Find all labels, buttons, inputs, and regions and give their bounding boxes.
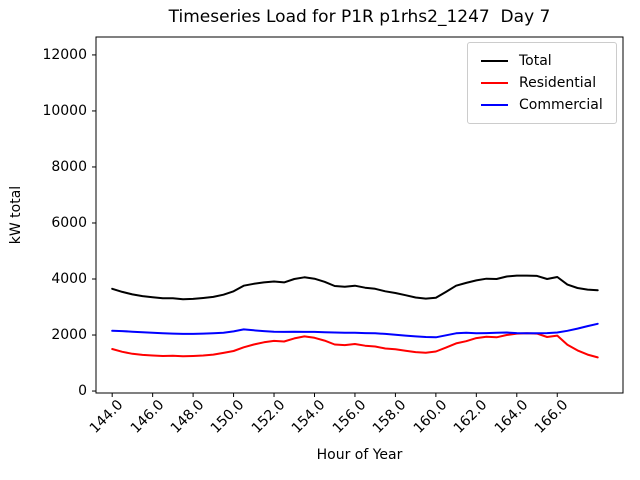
legend-label-total: Total [519,53,552,69]
residential-line-swatch [481,82,508,84]
y-tick-label: 8000 [51,158,87,175]
commercial-line-swatch [481,104,508,106]
y-tick-label: 0 [78,383,87,400]
legend-row-commercial: Commercial [468,94,616,116]
y-tick-label: 10000 [42,102,87,119]
legend-label-residential: Residential [519,75,597,91]
chart-title: Timeseries Load for P1R p1rhs2_1247 Day … [168,7,551,27]
residential-line [111,332,599,359]
legend-label-commercial: Commercial [519,97,603,113]
legend-row-residential: Residential [468,72,616,94]
total-line [111,274,599,301]
y-tick-label: 2000 [51,327,87,344]
legend-row-total: Total [468,50,616,72]
axes-frame [95,36,624,394]
x-axis-label: Hour of Year [316,447,403,463]
commercial-line [111,322,599,339]
total-line-swatch [481,60,508,62]
y-tick-label: 12000 [42,46,87,63]
y-tick-label: 6000 [51,214,87,231]
y-tick-label: 4000 [51,271,87,287]
legend: Total Residential Commercial [467,42,617,124]
